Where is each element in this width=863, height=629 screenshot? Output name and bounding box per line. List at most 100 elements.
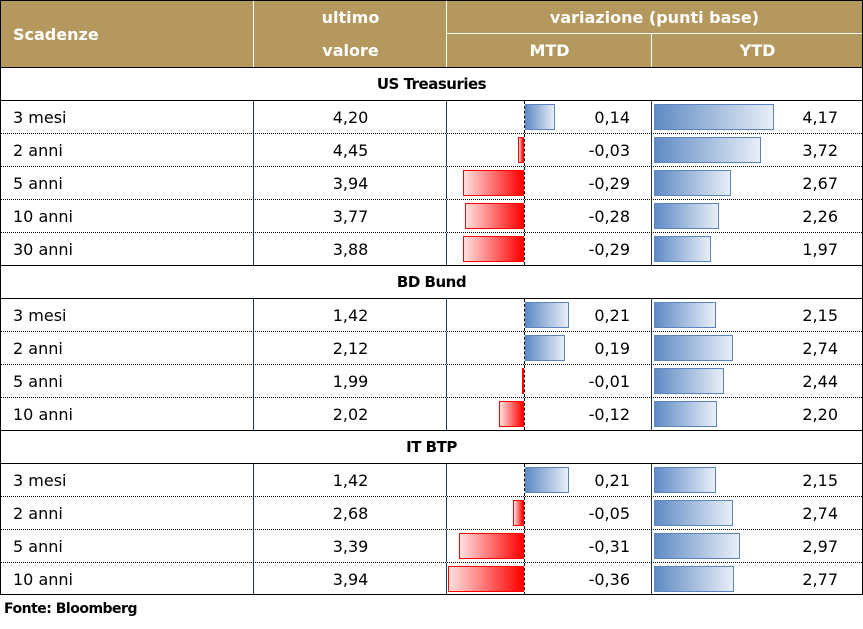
maturity-label: 5 anni <box>13 536 63 556</box>
ytd-bar <box>654 335 733 361</box>
ytd-value: 1,97 <box>802 239 838 259</box>
table-row: 5 anni 3,39 -0,31 2,97 <box>1 529 862 562</box>
table-row: 3 mesi 4,20 0,14 4,17 <box>1 100 862 133</box>
mtd-value: -0,01 <box>588 371 630 391</box>
last-value: 2,68 <box>253 497 447 529</box>
ytd-value: 4,17 <box>802 107 838 127</box>
table-row: 3 mesi 1,42 0,21 2,15 <box>1 298 862 331</box>
mtd-cell: -0,31 <box>446 530 652 562</box>
mtd-zero-axis <box>524 200 525 232</box>
header-scadenze: Scadenze <box>13 24 99 44</box>
ytd-value: 2,74 <box>802 338 838 358</box>
ytd-value: 3,72 <box>802 140 838 160</box>
mtd-zero-axis <box>524 563 525 595</box>
section-title: US Treasuries <box>1 67 862 100</box>
ytd-cell: 2,97 <box>651 530 862 562</box>
maturity-label: 30 anni <box>13 239 73 259</box>
ytd-bar <box>654 302 716 328</box>
table-row: 5 anni 3,94 -0,29 2,67 <box>1 166 862 199</box>
ytd-bar <box>654 533 740 559</box>
mtd-zero-axis <box>524 497 525 529</box>
mtd-zero-axis <box>524 233 525 265</box>
mtd-value: 0,19 <box>594 338 630 358</box>
ytd-bar <box>654 203 720 229</box>
maturity-label: 2 anni <box>13 503 63 523</box>
table-body: US Treasuries 3 mesi 4,20 0,14 4,17 2 an… <box>1 67 862 595</box>
mtd-bar <box>448 566 524 592</box>
mtd-bar <box>517 137 524 163</box>
mtd-bar <box>462 236 524 262</box>
mtd-cell: -0,05 <box>446 497 652 529</box>
mtd-value: -0,12 <box>588 404 630 424</box>
mtd-zero-axis <box>524 332 525 364</box>
mtd-value: -0,05 <box>588 503 630 523</box>
header-ultimo: ultimo <box>253 1 447 34</box>
ytd-value: 2,44 <box>802 371 838 391</box>
ytd-bar <box>654 566 734 592</box>
ytd-value: 2,97 <box>802 536 838 556</box>
last-value: 3,94 <box>253 167 447 199</box>
mtd-bar <box>525 104 555 130</box>
ytd-cell: 2,74 <box>651 497 862 529</box>
ytd-bar <box>654 236 711 262</box>
ytd-cell: 2,74 <box>651 332 862 364</box>
mtd-zero-axis <box>524 167 525 199</box>
mtd-value: -0,28 <box>588 206 630 226</box>
mtd-value: -0,29 <box>588 239 630 259</box>
mtd-zero-axis <box>524 299 525 331</box>
mtd-value: -0,29 <box>588 173 630 193</box>
mtd-zero-axis <box>524 530 525 562</box>
maturity-label: 2 anni <box>13 140 63 160</box>
ytd-bar <box>654 467 716 493</box>
last-value: 4,45 <box>253 134 447 166</box>
ytd-value: 2,67 <box>802 173 838 193</box>
table-row: 3 mesi 1,42 0,21 2,15 <box>1 463 862 496</box>
last-value: 3,39 <box>253 530 447 562</box>
ytd-cell: 2,26 <box>651 200 862 232</box>
last-value: 1,99 <box>253 365 447 397</box>
maturity-label: 5 anni <box>13 371 63 391</box>
maturity-label: 3 mesi <box>13 305 67 325</box>
mtd-cell: -0,01 <box>446 365 652 397</box>
last-value: 1,42 <box>253 299 447 331</box>
mtd-value: 0,14 <box>594 107 630 127</box>
last-value: 2,12 <box>253 332 447 364</box>
source-note: Fonte: Bloomberg <box>4 601 137 617</box>
header-mtd: MTD <box>446 34 652 67</box>
yield-table: Scadenze ultimo valore variazione (punti… <box>0 0 863 595</box>
ytd-cell: 1,97 <box>651 233 862 265</box>
header-variazione: variazione (punti base) <box>446 1 862 34</box>
last-value: 3,94 <box>253 563 447 595</box>
section-title: BD Bund <box>1 265 862 298</box>
mtd-bar <box>521 368 524 394</box>
maturity-label: 3 mesi <box>13 470 67 490</box>
mtd-cell: -0,03 <box>446 134 652 166</box>
mtd-cell: -0,29 <box>446 167 652 199</box>
mtd-cell: 0,19 <box>446 332 652 364</box>
mtd-cell: -0,28 <box>446 200 652 232</box>
last-value: 3,77 <box>253 200 447 232</box>
mtd-cell: 0,14 <box>446 101 652 133</box>
mtd-bar <box>525 335 566 361</box>
mtd-bar <box>464 203 524 229</box>
ytd-cell: 2,20 <box>651 398 862 430</box>
mtd-value: -0,36 <box>588 569 630 589</box>
table-row: 2 anni 2,12 0,19 2,74 <box>1 331 862 364</box>
mtd-cell: -0,12 <box>446 398 652 430</box>
maturity-label: 10 anni <box>13 404 73 424</box>
mtd-zero-axis <box>524 464 525 496</box>
table-bottom-border <box>0 594 863 595</box>
ytd-cell: 3,72 <box>651 134 862 166</box>
maturity-label: 10 anni <box>13 206 73 226</box>
mtd-value: -0,31 <box>588 536 630 556</box>
ytd-cell: 2,15 <box>651 299 862 331</box>
ytd-cell: 2,44 <box>651 365 862 397</box>
mtd-value: 0,21 <box>594 305 630 325</box>
maturity-label: 5 anni <box>13 173 63 193</box>
ytd-cell: 2,15 <box>651 464 862 496</box>
mtd-value: 0,21 <box>594 470 630 490</box>
mtd-zero-axis <box>524 101 525 133</box>
ytd-cell: 2,67 <box>651 167 862 199</box>
header-valore: valore <box>253 34 447 67</box>
table-row: 10 anni 2,02 -0,12 2,20 <box>1 397 862 430</box>
